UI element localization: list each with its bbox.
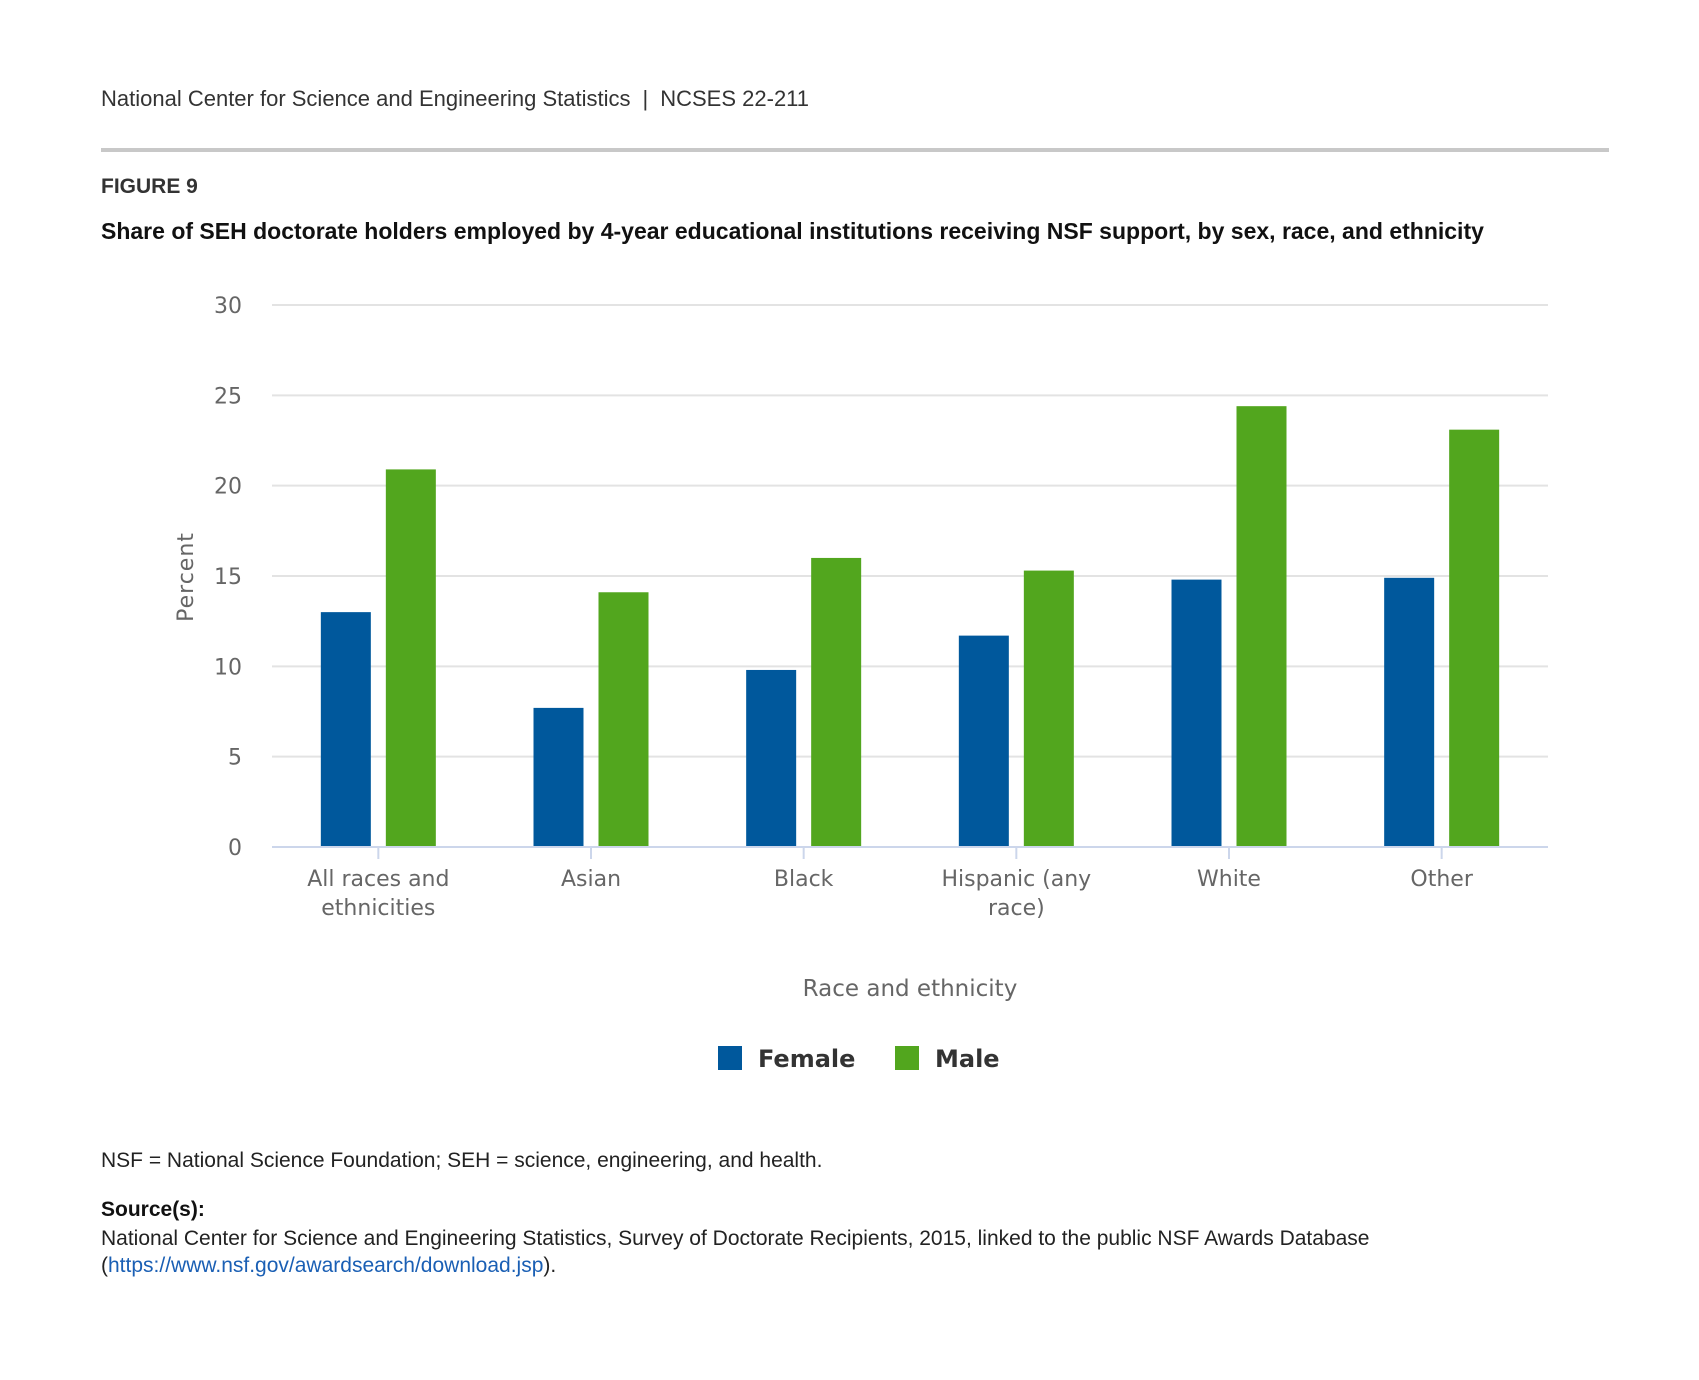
y-tick-label: 15 (214, 565, 242, 590)
bar-female[interactable] (958, 635, 1009, 847)
header-org: National Center for Science and Engineer… (101, 86, 631, 111)
source-text: National Center for Science and Engineer… (101, 1225, 1601, 1279)
y-axis-title: Percent (174, 532, 199, 622)
legend-label-male[interactable]: Male (935, 1045, 1000, 1073)
bar-male[interactable] (598, 592, 649, 847)
x-tick-label: All races and (307, 867, 449, 892)
legend-swatch-male[interactable] (895, 1046, 919, 1070)
y-tick-label: 20 (214, 475, 242, 500)
x-tick-label: race) (988, 896, 1045, 921)
x-tick-label: White (1197, 867, 1261, 892)
legend[interactable]: Female Male (718, 1045, 1000, 1073)
bar-chart: 0 5 10 15 20 25 30 All races and ethnicities Asi… (174, 294, 1548, 1073)
bar-female[interactable] (1384, 577, 1435, 847)
y-tick-label: 30 (214, 294, 242, 319)
figure-label: FIGURE 9 (101, 175, 198, 198)
source-label: Source(s): (101, 1198, 205, 1221)
y-tick-label: 5 (228, 746, 242, 771)
x-axis (272, 846, 1548, 859)
y-axis-ticks: 0 5 10 15 20 25 30 (214, 294, 242, 861)
bar-female[interactable] (533, 707, 584, 847)
bar-female[interactable] (746, 669, 797, 847)
x-axis-title: Race and ethnicity (803, 976, 1018, 1002)
x-tick-label: Asian (561, 867, 621, 892)
x-axis-ticks: All races and ethnicities Asian Black Hispan… (307, 867, 1474, 921)
bar-male[interactable] (1236, 406, 1287, 847)
x-tick-label: Other (1410, 867, 1473, 892)
source-link[interactable]: https://www.nsf.gov/awardsearch/download… (108, 1254, 544, 1277)
report-header: National Center for Science and Engineer… (101, 86, 809, 112)
y-tick-label: 25 (214, 384, 242, 409)
bar-male[interactable] (1023, 570, 1074, 847)
y-tick-label: 10 (214, 655, 242, 680)
figure-title: Share of SEH doctorate holders employed … (101, 218, 1484, 244)
legend-swatch-female[interactable] (718, 1046, 742, 1070)
header-separator: | (642, 86, 649, 111)
bar-male[interactable] (1449, 429, 1500, 847)
bar-male[interactable] (385, 469, 436, 847)
header-report-id: NCSES 22-211 (660, 86, 810, 111)
bar-male[interactable] (811, 557, 862, 847)
legend-label-female[interactable]: Female (758, 1045, 855, 1073)
source-end: ). (543, 1254, 557, 1277)
source-body: National Center for Science and Engineer… (101, 1227, 1370, 1277)
x-tick-label: ethnicities (321, 896, 435, 921)
bars (320, 406, 1500, 847)
bar-female[interactable] (1171, 579, 1222, 847)
y-tick-label: 0 (228, 836, 242, 861)
gridlines (272, 304, 1548, 758)
x-tick-label: Hispanic (any (941, 867, 1091, 892)
abbreviation-note: NSF = National Science Foundation; SEH =… (101, 1149, 823, 1172)
bar-female[interactable] (320, 612, 371, 847)
header-divider (101, 148, 1609, 152)
x-tick-label: Black (774, 867, 834, 892)
